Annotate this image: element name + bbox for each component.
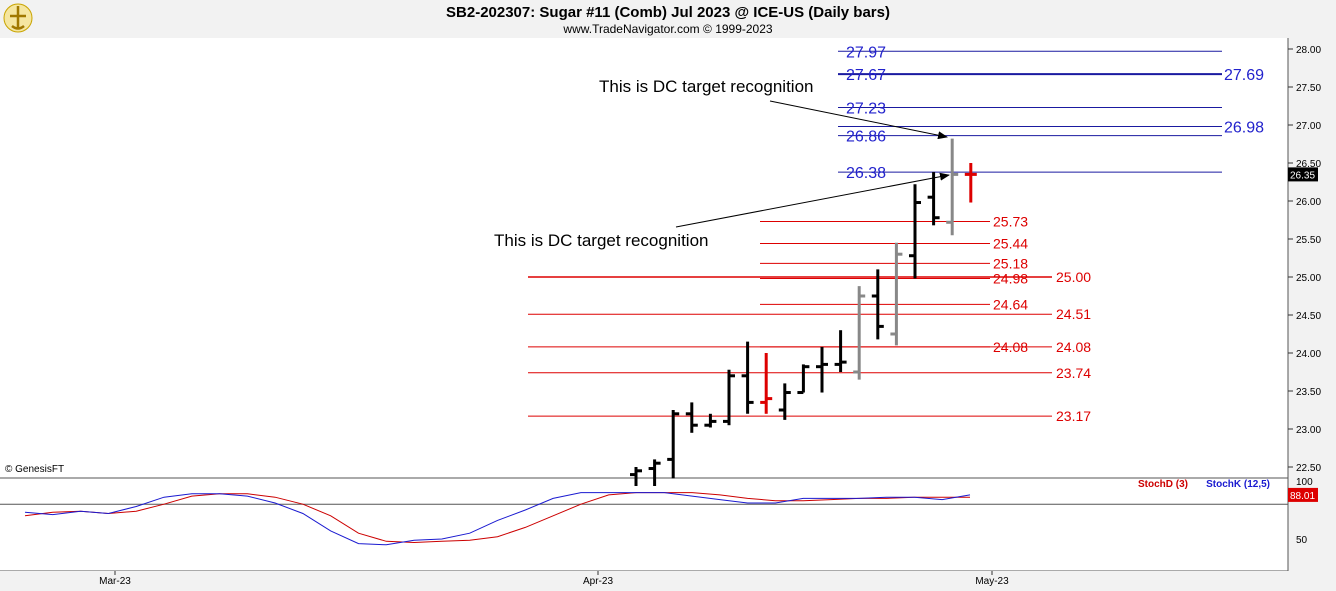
red-level-label: 24.08 xyxy=(1056,339,1091,355)
annotation-arrow xyxy=(675,172,950,228)
price-tick-label: 26.00 xyxy=(1296,197,1321,208)
stoch-series-line xyxy=(24,492,971,546)
price-tick-label: 23.00 xyxy=(1296,425,1321,436)
stoch-current-label: 88.01 xyxy=(1290,491,1315,502)
ohlc-bars xyxy=(630,138,977,486)
red-level-label: 24.51 xyxy=(1056,306,1091,322)
blue-level-label: 27.69 xyxy=(1224,67,1264,84)
price-tick-label: 24.50 xyxy=(1296,311,1321,322)
watermark: © GenesisFT xyxy=(5,464,64,475)
red-level-label: 24.64 xyxy=(993,296,1028,312)
red-level-label: 25.44 xyxy=(993,236,1028,252)
blue-level-label: 27.67 xyxy=(846,67,886,84)
red-level-label: 23.17 xyxy=(1056,408,1091,424)
time-tick-label: Mar-23 xyxy=(99,576,131,587)
price-tick-label: 25.00 xyxy=(1296,273,1321,284)
blue-level-label: 26.98 xyxy=(1224,120,1264,137)
price-tick-label: 24.00 xyxy=(1296,349,1321,360)
time-axis: Mar-23 Apr-23 May-23 xyxy=(99,571,1009,587)
annotations: This is DC target recognition This is DC … xyxy=(494,77,950,250)
price-axis: 22.50 23.00 23.50 24.00 24.50 25.00 25.50 26.00… xyxy=(1288,45,1321,474)
chart-title: SB2-202307: Sugar #11 (Comb) Jul 2023 @ … xyxy=(446,4,890,21)
price-tick-label: 27.00 xyxy=(1296,121,1321,132)
price-axis-panel xyxy=(1288,38,1336,478)
red-level-label: 24.98 xyxy=(993,271,1028,287)
stoch-current-badge xyxy=(1288,487,1318,502)
time-tick-label: May-23 xyxy=(975,576,1009,587)
stoch-panel xyxy=(0,478,1288,571)
price-tick-label: 23.50 xyxy=(1296,387,1321,398)
current-price-label: 26.35 xyxy=(1290,170,1315,181)
time-axis-panel xyxy=(0,571,1336,591)
stoch-legend-label: StochK (12,5) xyxy=(1206,479,1270,490)
price-tick-label: 27.50 xyxy=(1296,83,1321,94)
annotation-arrow xyxy=(769,100,948,140)
current-price-badge xyxy=(1288,167,1318,182)
price-tick-label: 26.50 xyxy=(1296,159,1321,170)
red-level-label: 25.00 xyxy=(1056,269,1091,285)
stoch-legend-label: StochD (3) xyxy=(1138,479,1188,490)
header-band xyxy=(0,0,1336,38)
red-level-label: 23.74 xyxy=(1056,365,1091,381)
annotation-text: This is DC target recognition xyxy=(494,231,708,250)
price-tick-label: 25.50 xyxy=(1296,235,1321,246)
price-tick-label: 28.00 xyxy=(1296,45,1321,56)
time-tick-label: Apr-23 xyxy=(583,576,613,587)
blue-level-label: 27.97 xyxy=(846,44,886,61)
price-tick-label: 22.50 xyxy=(1296,463,1321,474)
chart-subtitle: www.TradeNavigator.com © 1999-2023 xyxy=(562,22,772,36)
trade-navigator-logo-icon xyxy=(3,3,33,33)
stochastic-panel: 100 50 88.01 StochD (3) StochK (12,5) xyxy=(0,477,1318,546)
red-level-label: 25.73 xyxy=(993,214,1028,230)
blue-level-label: 26.86 xyxy=(846,129,886,146)
stoch-tick-label: 50 xyxy=(1296,535,1308,546)
annotation-text: This is DC target recognition xyxy=(599,77,813,96)
blue-level-label: 26.38 xyxy=(846,165,886,182)
price-panel xyxy=(0,38,1288,478)
price-levels: 27.97 27.67 27.69 27.23 26.86 26.98 26.38 25.73… xyxy=(528,44,1264,424)
stoch-tick-label: 100 xyxy=(1296,477,1313,488)
blue-level-label: 27.23 xyxy=(846,101,886,118)
red-level-label: 25.18 xyxy=(993,255,1028,271)
stoch-series-line xyxy=(24,492,970,544)
